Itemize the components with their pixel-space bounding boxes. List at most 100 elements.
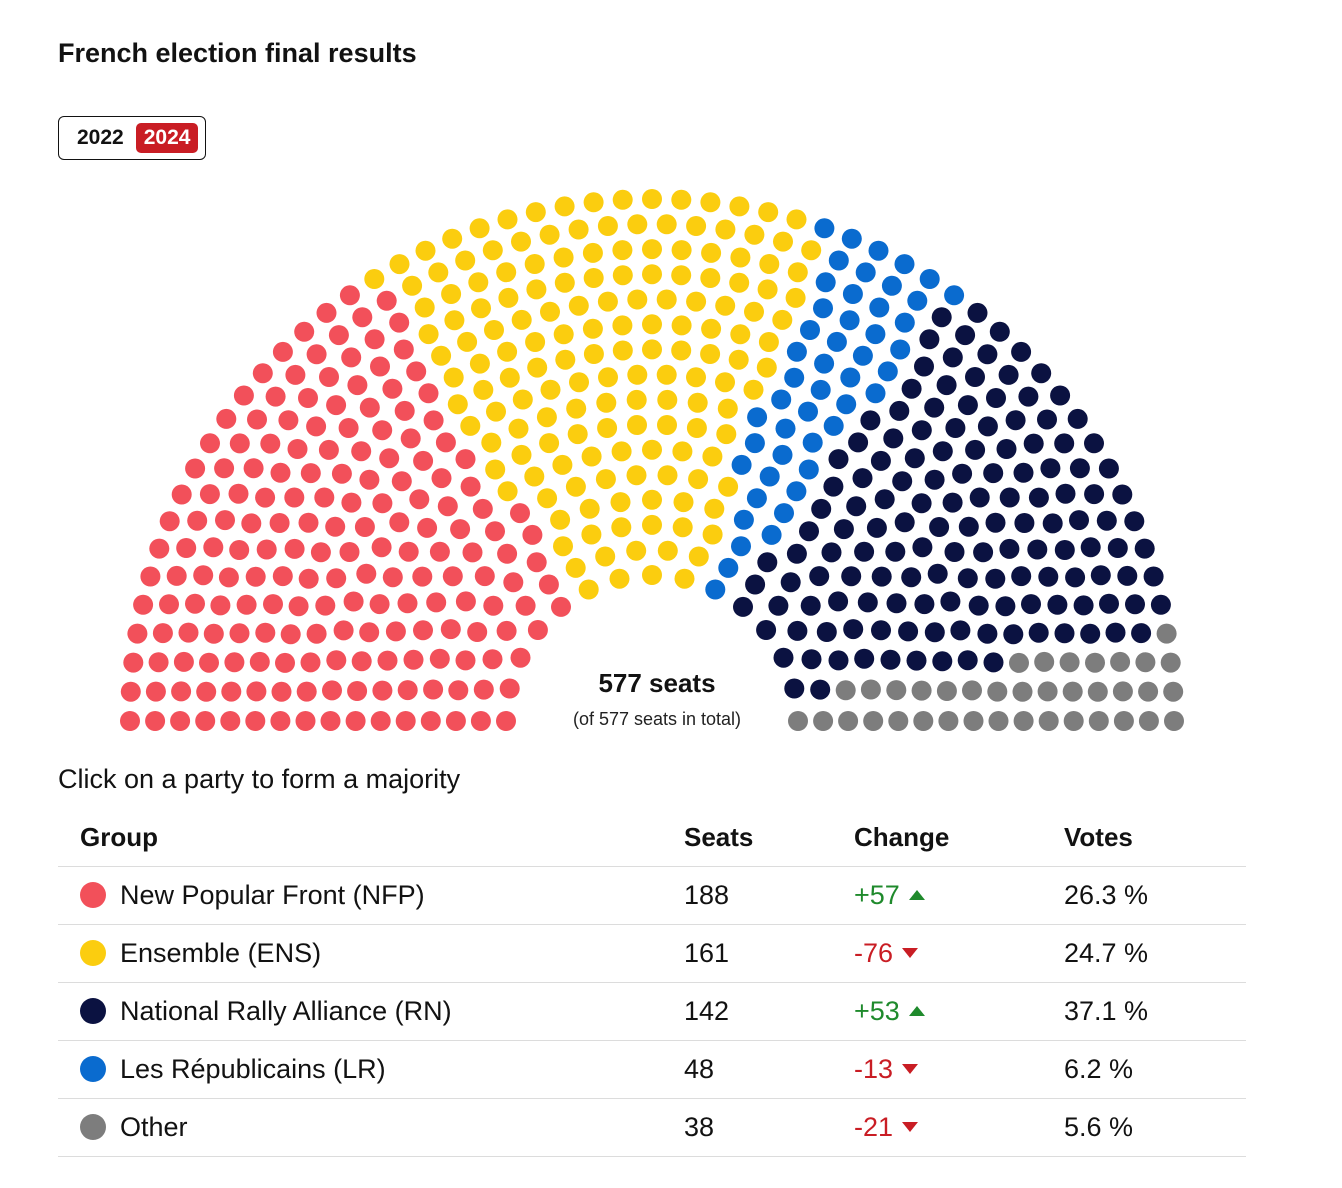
seat-dot [1138, 681, 1159, 702]
table-row[interactable]: Les Républicains (LR) 48 -13 6.2 % [58, 1040, 1246, 1099]
seat-dot [123, 652, 144, 673]
seat-dot [218, 567, 239, 588]
year-2024-button[interactable]: 2024 [135, 123, 199, 153]
seat-dot [220, 711, 241, 731]
table-row[interactable]: New Popular Front (NFP) 188 +57 26.3 % [58, 866, 1246, 925]
seat-dot [245, 566, 266, 587]
seat-dot [833, 519, 854, 540]
seat-dot [485, 521, 505, 542]
seat-dot [1088, 711, 1109, 731]
seat-dot [715, 219, 736, 240]
seat-dot [526, 552, 547, 573]
change-value: -76 [854, 938, 894, 968]
seat-dot [911, 493, 932, 514]
seat-dot [341, 347, 362, 368]
seat-dot [642, 264, 662, 285]
seat-dot [236, 594, 257, 615]
seat-dot [924, 469, 945, 490]
seat-dot [656, 364, 677, 385]
table-row[interactable]: National Rally Alliance (RN) 142 +53 37.1 % [58, 982, 1246, 1041]
table-row[interactable]: Ensemble (ENS) 161 -76 24.7 % [58, 924, 1246, 983]
seat-dot [294, 321, 315, 342]
seat-dot [642, 489, 662, 510]
seat-dot [860, 679, 881, 700]
votes-cell: 26.3 % [1064, 866, 1246, 925]
seat-dot [894, 512, 915, 533]
seat-dot [702, 524, 723, 545]
seat-dot [483, 595, 504, 616]
seat-dot [802, 432, 823, 453]
seat-dot [780, 572, 801, 593]
seat-dot [1059, 652, 1080, 673]
seat-dot [508, 418, 529, 439]
seat-dot [786, 341, 807, 362]
seat-dot [757, 279, 778, 300]
seat-dot [171, 681, 192, 702]
seat-dot [913, 711, 934, 731]
seat-dot [343, 591, 364, 612]
seat-dot [888, 711, 909, 731]
seat-dot [511, 231, 531, 252]
seat-dot [772, 309, 793, 330]
seat-dot [1098, 458, 1119, 479]
seat-dot [391, 471, 412, 492]
seat-dot [503, 572, 524, 593]
seat-dot [224, 652, 245, 673]
seat-dot [431, 468, 452, 489]
seat-dot [673, 492, 694, 513]
year-2022-button[interactable]: 2022 [71, 124, 130, 152]
seat-dot [285, 364, 306, 385]
results-table: Group Seats Change Votes New Popular Fro… [58, 808, 1246, 1157]
seat-dot [403, 649, 424, 670]
page-title: French election final results [58, 38, 417, 68]
seat-dot [744, 224, 765, 245]
seat-dot [525, 202, 546, 223]
change-value: -21 [854, 1112, 894, 1142]
seat-dot [314, 487, 335, 508]
seat-dot [263, 594, 283, 615]
seat-dot [472, 498, 493, 519]
seat-dot [919, 329, 940, 350]
seat-dot [272, 566, 293, 587]
votes-cell: 24.7 % [1064, 924, 1246, 983]
seat-dot [597, 291, 618, 312]
seat-dot [339, 542, 360, 562]
seat-dot [860, 410, 881, 431]
seat-dot [385, 621, 406, 642]
seat-dot [610, 492, 631, 513]
seat-dot [843, 619, 864, 640]
seat-dot [886, 593, 907, 614]
seat-dot [429, 541, 450, 562]
seat-dot [705, 579, 726, 600]
seat-dot [728, 349, 749, 370]
seat-dot [816, 622, 837, 642]
seat-dot [945, 418, 966, 438]
seat-dot [133, 594, 154, 615]
seat-dot [1069, 458, 1090, 479]
seat-dot [609, 568, 630, 589]
seat-dot [612, 315, 633, 336]
seat-dot [247, 409, 267, 430]
seat-dot [515, 595, 536, 616]
seat-dot [415, 240, 436, 261]
seat-dot [1134, 538, 1155, 559]
table-header-row: Group Seats Change Votes [58, 808, 1246, 867]
seat-dot [798, 401, 818, 422]
seat-dot [863, 711, 884, 731]
seat-dot [612, 189, 633, 210]
seat-dot [511, 444, 532, 465]
seat-dot [815, 272, 836, 293]
party-cell: Les Républicains (LR) [58, 1040, 684, 1099]
seat-dot [958, 516, 979, 537]
table-row[interactable]: Other 38 -21 5.6 % [58, 1098, 1246, 1157]
triangle-up-icon [908, 1005, 925, 1016]
header-seats: Seats [684, 808, 854, 867]
seat-dot [595, 469, 616, 490]
seat-dot [325, 516, 346, 537]
seat-dot [1105, 622, 1126, 643]
total-seats-label: 577 seats [598, 668, 716, 698]
seat-dot [642, 565, 662, 585]
seat-dot [120, 681, 141, 702]
seat-dot [731, 454, 752, 475]
seat-dot [306, 344, 327, 365]
